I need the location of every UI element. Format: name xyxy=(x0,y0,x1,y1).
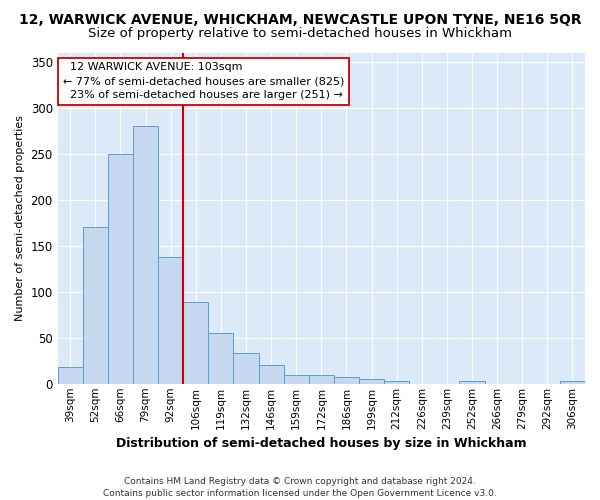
Bar xyxy=(560,381,585,384)
Bar xyxy=(460,381,485,384)
Bar xyxy=(108,154,133,384)
X-axis label: Distribution of semi-detached houses by size in Whickham: Distribution of semi-detached houses by … xyxy=(116,437,527,450)
Y-axis label: Number of semi-detached properties: Number of semi-detached properties xyxy=(15,115,25,321)
Text: Contains HM Land Registry data © Crown copyright and database right 2024.
Contai: Contains HM Land Registry data © Crown c… xyxy=(103,476,497,498)
Bar xyxy=(233,354,259,384)
Text: Size of property relative to semi-detached houses in Whickham: Size of property relative to semi-detach… xyxy=(88,28,512,40)
Bar xyxy=(284,376,309,384)
Text: 12, WARWICK AVENUE, WHICKHAM, NEWCASTLE UPON TYNE, NE16 5QR: 12, WARWICK AVENUE, WHICKHAM, NEWCASTLE … xyxy=(19,12,581,26)
Bar xyxy=(359,379,384,384)
Bar xyxy=(83,228,108,384)
Bar xyxy=(259,366,284,384)
Bar xyxy=(58,367,83,384)
Bar xyxy=(133,126,158,384)
Bar xyxy=(384,381,409,384)
Bar xyxy=(183,302,208,384)
Bar xyxy=(334,378,359,384)
Bar xyxy=(309,374,334,384)
Bar xyxy=(158,257,183,384)
Bar xyxy=(208,333,233,384)
Text: 12 WARWICK AVENUE: 103sqm  
← 77% of semi-detached houses are smaller (825)
  23: 12 WARWICK AVENUE: 103sqm ← 77% of semi-… xyxy=(63,62,344,100)
